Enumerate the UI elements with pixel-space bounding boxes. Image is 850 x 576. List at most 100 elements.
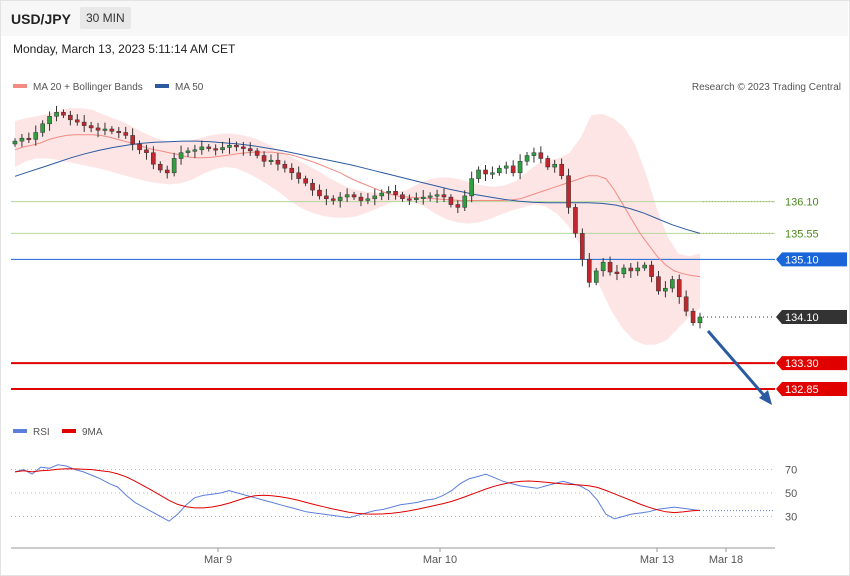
candle-body [600, 261, 606, 272]
candle-body [81, 121, 87, 126]
candle-body [324, 195, 329, 200]
candle-body [559, 163, 564, 176]
candle-body [420, 196, 426, 199]
ma20-legend-label: MA 20 + Bollinger Bands [33, 82, 143, 93]
level-tag-133.30 [776, 356, 847, 371]
candle-body [317, 189, 322, 197]
candle-body [393, 191, 398, 196]
candle-body [545, 158, 551, 168]
candle-body [386, 191, 391, 194]
candle-body [47, 116, 52, 125]
candle-body [538, 152, 544, 159]
candles [12, 105, 703, 329]
ma50-legend-label: MA 50 [175, 82, 204, 93]
candle-body [455, 204, 461, 208]
candle-body [531, 152, 537, 156]
candle-body [635, 267, 641, 272]
x-tick-label: Mar 9 [204, 554, 232, 566]
candle-body [275, 159, 281, 165]
rsi-ma9-line [14, 468, 701, 515]
bollinger-fill [15, 108, 700, 345]
candle-body [580, 233, 585, 260]
chart-datetime: Monday, March 13, 2023 5:11:14 AM CET [13, 42, 236, 56]
candle-body [483, 169, 488, 175]
candle-body [116, 131, 122, 134]
symbol-label: USD/JPY [11, 11, 71, 27]
candle-body [448, 196, 454, 205]
candle-body [337, 196, 343, 201]
rsi-tick-50: 50 [785, 488, 797, 500]
rsi-panel: 70 50 30 [11, 464, 797, 524]
level-label-134.10: 134.10 [785, 312, 819, 324]
level-label-136.10: 136.10 [785, 197, 819, 209]
chart-header [1, 1, 848, 36]
candle-body [123, 132, 129, 136]
candle-body [192, 149, 198, 152]
candle-body [642, 264, 647, 269]
candle-body [358, 196, 364, 201]
candle-body [517, 161, 523, 174]
rsi-tick-70: 70 [785, 465, 797, 477]
candle-body [12, 140, 18, 145]
candle-body [476, 169, 481, 179]
candle-body [213, 148, 218, 151]
rsi-line [14, 464, 701, 522]
forecast-arrow [706, 330, 772, 405]
candle-body [427, 195, 433, 198]
candle-body [19, 137, 25, 142]
candle-body [351, 194, 357, 198]
ma50-line [14, 140, 701, 234]
candle-body [199, 146, 205, 151]
candle-body [88, 125, 94, 129]
candle-body [462, 195, 468, 208]
candle-body [407, 198, 412, 201]
candle-body [573, 207, 578, 234]
candle-body [268, 159, 274, 162]
candle-body [289, 167, 295, 174]
candle-body [282, 163, 288, 169]
bollinger-band [15, 108, 700, 345]
candle-body [74, 119, 80, 123]
candle-body [372, 195, 378, 200]
x-tick-label: Mar 10 [423, 554, 457, 566]
candle-body [303, 178, 308, 184]
candle-body [593, 270, 599, 283]
candle-body [552, 163, 557, 168]
candle-body [171, 158, 177, 174]
candle-body [497, 167, 502, 174]
candle-body [33, 132, 39, 140]
credit-text: Research © 2023 Trading Central [692, 82, 841, 93]
level-tag-135.10 [776, 252, 847, 267]
candle-body [26, 137, 32, 140]
candle-body [607, 261, 613, 273]
x-tick-label: Mar 18 [709, 554, 743, 566]
candle-body [510, 165, 516, 174]
level-labels: 136.10 135.55 135.10 134.10 133.30 132.85 [776, 197, 847, 397]
candle-body [220, 147, 225, 151]
timeframe-badge[interactable]: 30 MIN [80, 7, 131, 29]
candle-body [151, 152, 156, 165]
candle-body [109, 128, 115, 132]
ma20-legend-swatch [13, 84, 27, 88]
candle-body [656, 276, 661, 292]
levels [11, 201, 775, 391]
level-label-135.10: 135.10 [785, 254, 819, 266]
candle-body [490, 172, 495, 175]
ma9-legend-label: 9MA [82, 427, 103, 438]
candle-body [296, 172, 301, 179]
candle-body [95, 127, 101, 131]
level-tag-132.85 [776, 382, 847, 397]
candle-body [379, 192, 385, 197]
candle-body [586, 259, 592, 283]
candle-body [185, 150, 191, 153]
candle-body [503, 165, 509, 169]
candle-body [206, 146, 212, 149]
ma20-line [14, 134, 701, 278]
candle-body [690, 310, 696, 323]
rsi-legend-label: RSI [33, 427, 50, 438]
candle-body [247, 148, 253, 152]
candle-body [676, 279, 682, 298]
level-label-133.30: 133.30 [785, 358, 819, 370]
